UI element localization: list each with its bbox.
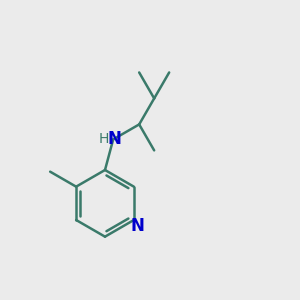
- Text: N: N: [108, 130, 122, 148]
- Text: H: H: [99, 132, 109, 146]
- Text: N: N: [131, 217, 145, 235]
